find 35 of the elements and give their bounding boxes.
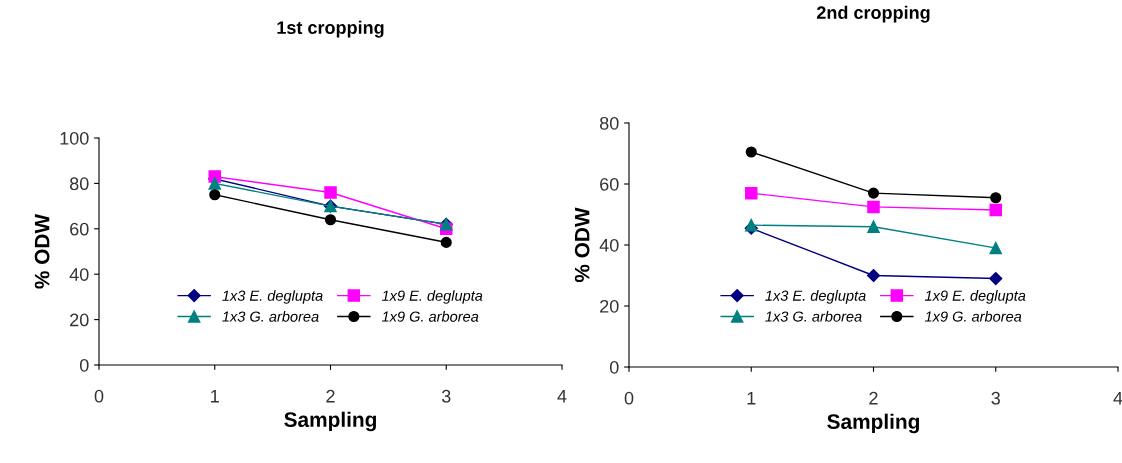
y-tick-label: 0 [609, 360, 619, 374]
y-tick-label: 20 [70, 313, 89, 327]
chart-title: 1st cropping [277, 20, 384, 38]
x-tick-label: 0 [624, 391, 634, 405]
legend-label: 1x9 E. deglupta [381, 290, 483, 304]
legend-label: 1x9 G. arborea [381, 311, 479, 322]
y-tick-label: 0 [79, 358, 89, 372]
x-tick-label: 1 [747, 391, 756, 405]
y-tick-label: 100 [60, 131, 89, 145]
y-axis-title: % ODW [574, 207, 590, 283]
legend-label: 1x3 E. deglupta [222, 290, 323, 304]
x-tick-label: 3 [441, 389, 451, 403]
x-tick-label: 2 [326, 389, 335, 403]
y-tick-label: 40 [599, 238, 619, 252]
legend-label: 1x3 G. arborea [765, 311, 862, 322]
x-tick-label: 0 [94, 389, 104, 403]
x-axis-title: Sampling [284, 411, 376, 432]
legend-label: 1x3 G. arborea [222, 311, 319, 322]
y-tick-label: 20 [600, 299, 619, 313]
y-tick-label: 80 [69, 177, 89, 191]
y-tick-label: 40 [69, 268, 89, 281]
y-tick-label: 60 [70, 222, 89, 236]
y-axis-title: % ODW [34, 213, 50, 289]
legend-label: 1x9 G. arborea [924, 311, 1022, 322]
legend-label: 1x9 E. deglupta [924, 290, 1026, 304]
x-tick-label: 2 [869, 391, 878, 405]
legend-label: 1x3 E. deglupta [765, 290, 866, 304]
x-tick-label: 1 [211, 389, 219, 403]
x-tick-label: 4 [1113, 391, 1122, 405]
chart-title: 2nd cropping [816, 5, 930, 23]
x-tick-label: 4 [557, 389, 567, 403]
y-tick-label: 80 [599, 116, 619, 130]
x-tick-label: 3 [991, 391, 1000, 405]
y-tick-label: 60 [600, 177, 619, 191]
x-axis-title: Sampling [827, 413, 919, 434]
